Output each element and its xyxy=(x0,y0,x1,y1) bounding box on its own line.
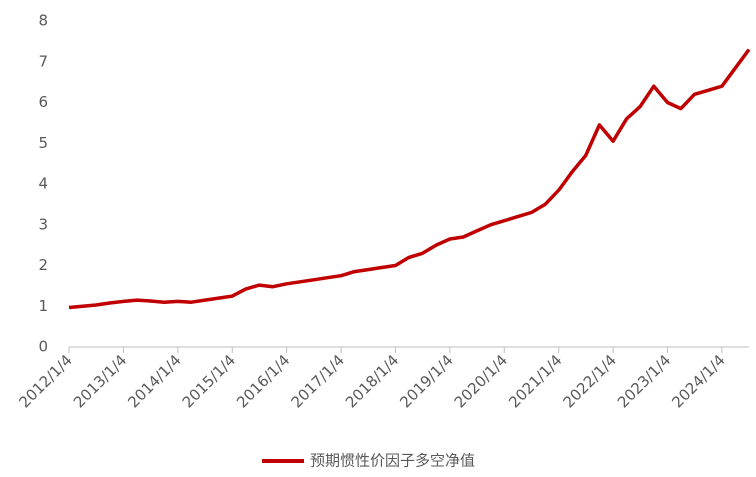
x-tick-label: 2014/1/4 xyxy=(124,351,184,411)
y-tick-label: 4 xyxy=(38,175,48,193)
x-tick-label: 2017/1/4 xyxy=(288,351,348,411)
x-tick-label: 2013/1/4 xyxy=(70,351,130,411)
x-tick-label: 2018/1/4 xyxy=(342,351,402,411)
y-tick-label: 7 xyxy=(38,52,48,70)
y-tick-label: 1 xyxy=(38,297,48,315)
x-tick-label: 2019/1/4 xyxy=(396,351,456,411)
line xyxy=(68,48,751,310)
x-tick-label: 2015/1/4 xyxy=(179,351,239,411)
legend-label: 预期惯性价因子多空净值 xyxy=(310,452,475,470)
x-tick-label: 2016/1/4 xyxy=(233,351,293,411)
y-tick-label: 3 xyxy=(38,215,48,233)
x-tick-label: 2021/1/4 xyxy=(505,351,565,411)
y-tick-label: 0 xyxy=(38,338,48,356)
y-tick-label: 6 xyxy=(38,93,48,111)
y-tick-label: 8 xyxy=(38,12,48,30)
y-tick-label: 2 xyxy=(38,256,48,274)
x-tick-label: 2022/1/4 xyxy=(560,351,620,411)
x-tick-label: 2024/1/4 xyxy=(668,351,728,411)
x-tick-label: 2012/1/4 xyxy=(15,351,75,411)
x-tick-label: 2023/1/4 xyxy=(614,351,674,411)
x-tick-label: 2020/1/4 xyxy=(451,351,511,411)
y-tick-label: 5 xyxy=(38,134,48,152)
